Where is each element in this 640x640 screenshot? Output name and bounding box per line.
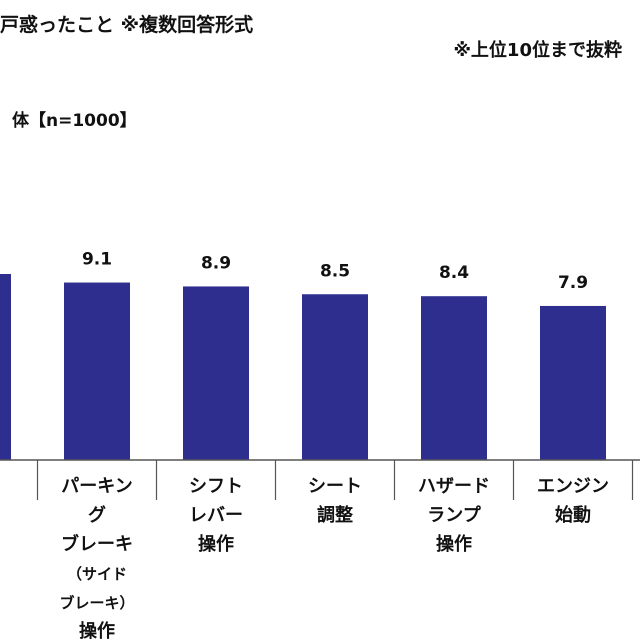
- svg-text:始動: 始動: [555, 504, 591, 526]
- bar: [540, 305, 606, 460]
- svg-text:エンジン: エンジン: [537, 476, 609, 497]
- chart-note: ※上位10位まで抜粋: [453, 40, 622, 61]
- bar: [183, 286, 249, 460]
- svg-text:ランプ: ランプ: [427, 504, 481, 526]
- svg-text:グ: グ: [88, 504, 106, 526]
- label-group: ン作9.1パーキングブレーキ（サイドブレーキ）操作8.9シフトレバー操作8.5シ…: [59, 250, 609, 640]
- svg-text:パーキン: パーキン: [61, 476, 132, 497]
- value-label: 8.4: [439, 263, 469, 283]
- svg-text:（サイド: （サイド: [67, 565, 127, 583]
- svg-text:調整: 調整: [317, 504, 353, 526]
- value-label: 7.9: [558, 273, 588, 293]
- bar: [0, 274, 11, 460]
- svg-text:操作: 操作: [436, 533, 472, 555]
- svg-text:レバー: レバー: [189, 505, 243, 526]
- bar-group: [0, 274, 606, 460]
- bar: [421, 296, 487, 460]
- value-label: 8.5: [320, 261, 350, 281]
- value-label: 9.1: [82, 250, 112, 270]
- bar: [64, 282, 130, 460]
- x-axis: [0, 459, 640, 500]
- svg-text:ブレーキ）: ブレーキ）: [59, 594, 134, 612]
- svg-text:操作: 操作: [79, 620, 115, 640]
- chart-title: 戸惑ったこと ※複数回答形式: [0, 14, 254, 36]
- svg-text:操作: 操作: [198, 533, 234, 555]
- svg-text:ブレーキ: ブレーキ: [61, 533, 133, 555]
- svg-text:シフト: シフト: [189, 476, 243, 497]
- svg-text:ハザード: ハザード: [418, 476, 490, 497]
- sample-size-label: 体【n=1000】: [12, 111, 137, 131]
- bar: [302, 294, 368, 460]
- svg-text:シート: シート: [308, 476, 362, 497]
- value-label: 8.9: [201, 253, 231, 273]
